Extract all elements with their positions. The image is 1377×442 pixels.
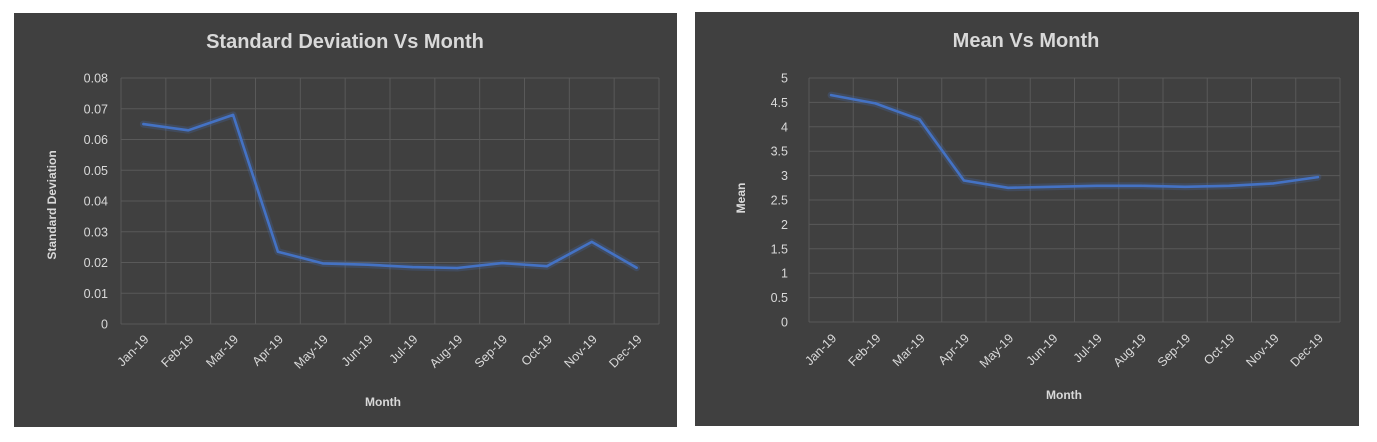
data-point (231, 113, 235, 117)
y-tick-label: 0.05 (84, 164, 108, 178)
y-tick-label: 3 (781, 169, 788, 183)
y-tick-label: 0 (781, 316, 788, 330)
series-line (829, 93, 1320, 190)
std-dev-chart: Standard Deviation Vs Month 0 0.01 0.02 0.0… (45, 31, 660, 409)
data-point (187, 129, 190, 132)
x-axis-title: Month (1046, 388, 1082, 402)
y-axis-ticks: 0 0.5 1 1.5 2 2.5 3 3.5 4 4.5 5 (771, 72, 788, 330)
y-tick-label: 4 (781, 120, 788, 134)
x-tick-label: Dec-19 (606, 332, 644, 370)
data-point (1272, 182, 1275, 185)
x-tick-label: Jul-19 (387, 332, 421, 366)
y-tick-label: 0.5 (771, 291, 788, 305)
mean-chart: Mean Vs Month 0 0.5 1 1.5 2 2.5 3 3.5 4 4.5 5 Jan-… (734, 30, 1341, 402)
y-tick-label: 0.03 (84, 225, 108, 239)
x-tick-label: Apr-19 (250, 332, 286, 368)
data-point (1139, 184, 1143, 188)
data-point (456, 266, 459, 270)
data-point (321, 262, 324, 265)
x-tick-label: Apr-19 (936, 331, 972, 367)
x-tick-label: Feb-19 (846, 331, 884, 369)
y-axis-title: Standard Deviation (45, 150, 59, 259)
data-point (918, 118, 921, 121)
x-tick-label: May-19 (291, 332, 330, 371)
gridlines (808, 77, 1341, 323)
y-tick-label: 0 (101, 318, 108, 332)
std-dev-chart-panel: Standard Deviation Vs Month 0 0.01 0.02 0.0… (14, 13, 677, 427)
y-tick-label: 3.5 (771, 145, 788, 159)
y-tick-label: 0.01 (84, 287, 108, 301)
x-tick-label: Feb-19 (158, 332, 196, 370)
x-axis-ticks: Jan-19 Feb-19 Mar-19 Apr-19 May-19 Jun-19 Jul-… (802, 331, 1326, 370)
x-tick-label: Jun-19 (1024, 331, 1061, 368)
x-tick-label: Mar-19 (890, 331, 928, 369)
mean-chart-panel: Mean Vs Month 0 0.5 1 1.5 2 2.5 3 3.5 4 4.5 5 Jan-… (695, 12, 1359, 426)
y-tick-label: 2.5 (771, 194, 788, 208)
data-point (1006, 186, 1010, 189)
x-tick-label: Aug-19 (1111, 331, 1149, 369)
x-tick-label: Oct-19 (519, 332, 555, 368)
series-layer (139, 111, 641, 272)
x-tick-label: Jan-19 (115, 332, 152, 369)
x-tick-label: Jan-19 (802, 331, 839, 368)
y-tick-label: 2 (781, 218, 788, 232)
x-tick-label: Sep-19 (1155, 331, 1193, 369)
chart-title: Standard Deviation Vs Month (206, 31, 484, 53)
data-point (590, 240, 593, 244)
data-point (545, 264, 549, 268)
y-tick-label: 1.5 (771, 242, 788, 256)
x-tick-label: Sep-19 (472, 332, 510, 370)
data-point (500, 261, 504, 265)
y-tick-label: 0.08 (84, 72, 108, 86)
y-tick-label: 0.07 (84, 102, 108, 116)
x-axis-ticks: Jan-19 Feb-19 Mar-19 Apr-19 May-19 Jun-19 Jul-… (115, 332, 645, 371)
y-tick-label: 4.5 (771, 96, 788, 110)
y-tick-label: 1 (781, 267, 788, 281)
gridlines (120, 77, 660, 325)
x-tick-label: Nov-19 (561, 332, 599, 370)
data-point (1228, 184, 1231, 188)
x-axis-title: Month (365, 395, 401, 409)
x-tick-label: Jun-19 (339, 332, 376, 369)
data-point (1316, 175, 1320, 179)
data-point (829, 93, 833, 97)
y-axis-ticks: 0 0.01 0.02 0.03 0.04 0.05 0.06 0.07 0.08 (84, 72, 108, 332)
data-point (276, 250, 280, 253)
data-point (411, 265, 414, 269)
series-line (142, 113, 638, 270)
y-tick-label: 0.06 (84, 133, 108, 147)
x-tick-label: May-19 (977, 331, 1016, 370)
data-point (142, 122, 145, 126)
chart-title: Mean Vs Month (953, 30, 1100, 52)
data-point (1095, 184, 1098, 188)
y-tick-label: 0.02 (84, 256, 108, 270)
x-tick-label: Nov-19 (1243, 331, 1281, 369)
x-tick-label: Mar-19 (203, 332, 241, 370)
data-point (1183, 185, 1187, 189)
x-tick-label: Dec-19 (1288, 331, 1326, 369)
data-point (635, 266, 638, 269)
x-tick-label: Jul-19 (1071, 331, 1105, 365)
y-tick-label: 5 (781, 72, 788, 86)
data-point (1051, 185, 1054, 189)
y-axis-title: Mean (734, 183, 748, 214)
series-layer (827, 91, 1322, 192)
x-tick-label: Aug-19 (427, 332, 465, 370)
data-point (366, 263, 369, 266)
data-point (962, 179, 966, 182)
x-tick-label: Oct-19 (1201, 331, 1237, 367)
data-point (874, 102, 877, 105)
y-tick-label: 0.04 (84, 195, 108, 209)
